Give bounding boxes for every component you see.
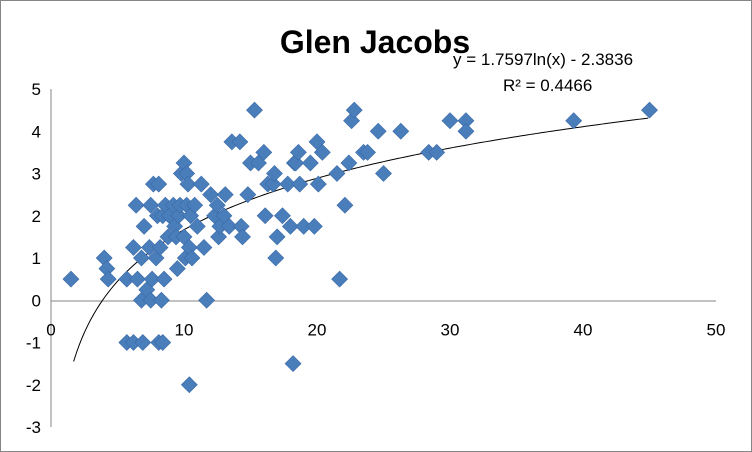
data-point (186, 196, 204, 214)
data-point (375, 165, 392, 182)
data-point (154, 334, 172, 351)
y-tick-label: 2 (32, 207, 41, 226)
data-point (155, 270, 173, 288)
x-tick-label: 10 (175, 320, 194, 339)
data-point (256, 207, 274, 225)
data-point (281, 217, 299, 235)
data-point (62, 270, 80, 288)
data-point (183, 249, 201, 267)
data-point (198, 291, 216, 309)
data-point (127, 196, 145, 214)
data-point (268, 228, 286, 246)
data-point (129, 270, 146, 288)
data-point (151, 239, 169, 256)
y-tick-label: -2 (26, 376, 41, 395)
chart-title: Glen Jacobs (280, 24, 470, 60)
data-point (441, 112, 459, 130)
x-tick-label: 30 (441, 320, 460, 339)
data-point (234, 228, 251, 246)
data-point (168, 260, 186, 277)
data-point (125, 239, 142, 256)
data-point (266, 165, 283, 182)
y-tick-label: 1 (32, 249, 41, 268)
data-point (220, 217, 238, 235)
data-point (331, 270, 349, 288)
data-point (179, 175, 197, 193)
r-squared-label: R² = 0.4466 (503, 76, 592, 95)
trendline-equation: y = 1.7597ln(x) - 2.3836 (453, 50, 633, 69)
data-point (208, 196, 226, 214)
data-point (239, 186, 257, 204)
x-tick-label: 40 (574, 320, 593, 339)
data-point (267, 249, 285, 267)
data-point (202, 186, 220, 204)
y-tick-label: 5 (32, 80, 41, 99)
data-point (565, 112, 583, 130)
data-point (210, 228, 228, 246)
y-tick-labels: 5 4 3 2 1 0 -1 -2 -3 (26, 80, 41, 437)
x-tick-label: 50 (707, 320, 726, 339)
data-point (345, 101, 363, 119)
data-point (255, 143, 273, 161)
data-point (192, 175, 210, 193)
data-point (246, 101, 263, 119)
data-point (216, 186, 234, 204)
data-point (336, 196, 354, 214)
y-tick-label: 3 (32, 165, 41, 184)
data-point (289, 143, 307, 161)
data-point (359, 143, 376, 161)
y-tick-label: -3 (26, 418, 41, 437)
data-points (62, 101, 658, 394)
data-point (305, 217, 323, 235)
data-point (195, 239, 213, 256)
data-point (301, 154, 319, 172)
data-point (641, 101, 658, 119)
data-point (134, 334, 152, 351)
x-tick-label: 0 (46, 320, 55, 339)
data-point (170, 207, 188, 225)
x-tick-labels: 0 10 20 30 40 50 (46, 320, 725, 339)
data-point (273, 207, 291, 225)
data-point (264, 175, 282, 193)
data-point (457, 122, 475, 140)
y-tick-label: -1 (26, 334, 41, 353)
data-point (133, 249, 150, 267)
x-tick-label: 20 (308, 320, 327, 339)
data-point (99, 270, 117, 288)
data-point (340, 154, 358, 172)
y-tick-label: 0 (32, 291, 41, 310)
data-point (142, 196, 160, 214)
data-point (369, 122, 387, 140)
data-point (143, 270, 161, 288)
data-point (313, 143, 331, 161)
y-tick-label: 4 (32, 122, 41, 141)
data-point (135, 217, 153, 235)
data-point (291, 175, 309, 193)
data-point (428, 143, 446, 161)
data-point (231, 133, 249, 151)
data-point (328, 165, 346, 182)
data-point (152, 291, 170, 309)
data-point (180, 376, 198, 394)
data-point (392, 122, 410, 140)
data-point (284, 355, 302, 373)
data-point (150, 175, 168, 193)
data-point (188, 217, 206, 235)
data-point (309, 175, 327, 193)
data-point (279, 175, 297, 193)
